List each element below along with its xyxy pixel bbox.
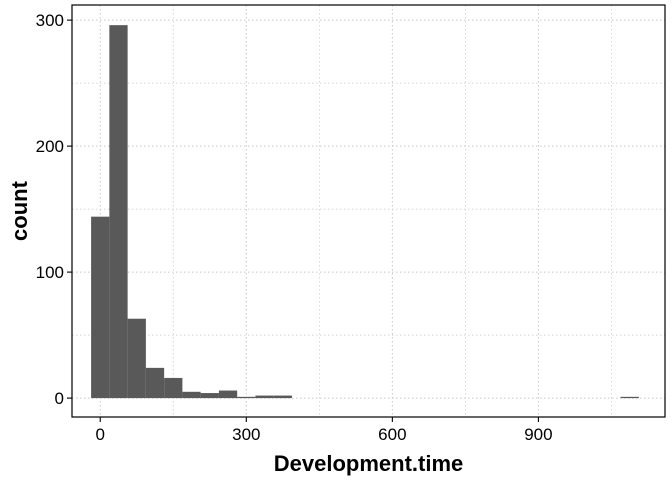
x-tick-label: 600 bbox=[378, 425, 406, 444]
histogram-bar bbox=[201, 393, 219, 398]
y-tick-label: 200 bbox=[36, 137, 64, 156]
histogram-bar bbox=[219, 391, 237, 399]
histogram-bar bbox=[182, 392, 200, 398]
histogram-bar bbox=[91, 217, 109, 398]
x-tick-label: 300 bbox=[232, 425, 260, 444]
x-tick-label: 0 bbox=[96, 425, 105, 444]
histogram-bar bbox=[237, 397, 255, 398]
histogram-bar bbox=[128, 319, 146, 398]
y-tick-label: 0 bbox=[55, 389, 64, 408]
grid-lines bbox=[72, 5, 665, 417]
histogram-bar bbox=[621, 397, 639, 398]
histogram-bar bbox=[109, 25, 127, 398]
y-axis: 0 100 200 300 bbox=[36, 11, 72, 408]
histogram-bar bbox=[255, 396, 273, 399]
panel-border bbox=[72, 5, 665, 417]
x-tick-label: 900 bbox=[524, 425, 552, 444]
x-axis: 0 300 600 900 bbox=[96, 417, 553, 444]
histogram-bar bbox=[274, 396, 292, 399]
histogram-bar bbox=[146, 368, 164, 398]
y-tick-label: 100 bbox=[36, 263, 64, 282]
x-axis-title: Development.time bbox=[274, 451, 464, 476]
y-axis-title: count bbox=[7, 180, 32, 241]
y-tick-label: 300 bbox=[36, 11, 64, 30]
histogram-bar bbox=[164, 378, 182, 398]
